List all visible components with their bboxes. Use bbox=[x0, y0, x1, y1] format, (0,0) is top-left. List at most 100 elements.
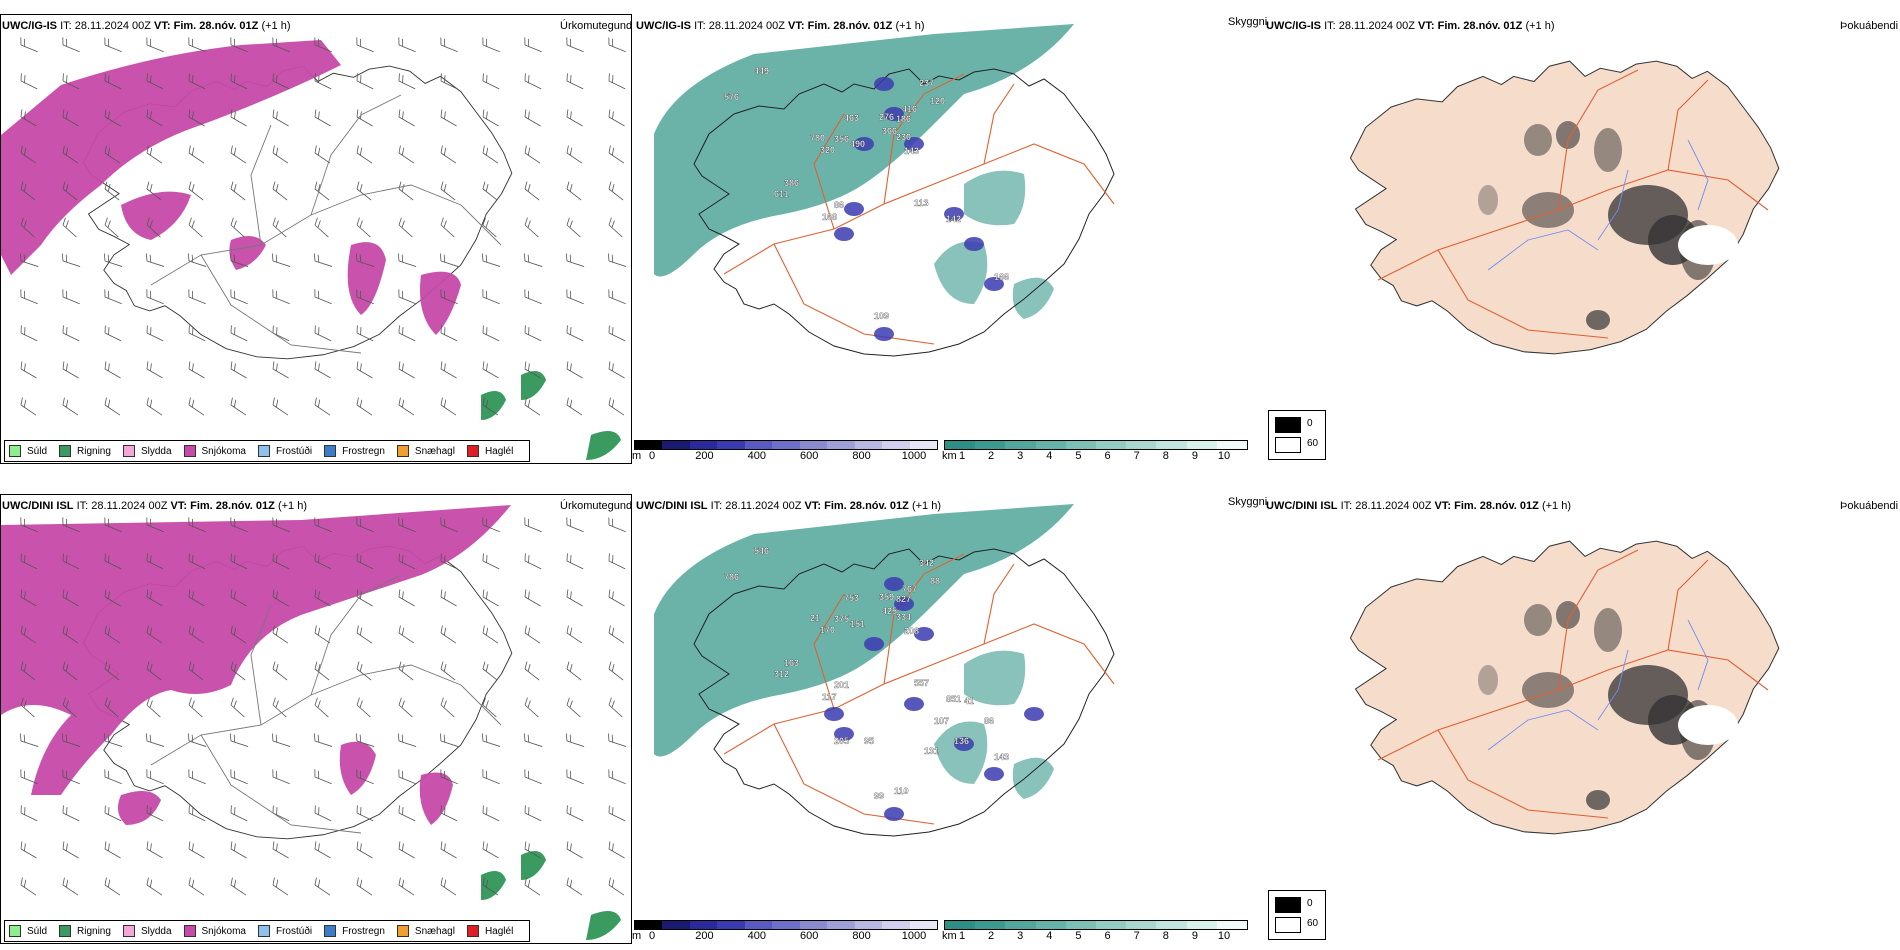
colorbar-tick-label: 9 bbox=[1191, 930, 1198, 942]
wind-barb bbox=[482, 589, 499, 607]
rain-area bbox=[481, 391, 506, 420]
wind-barb bbox=[398, 877, 415, 896]
wind-barb bbox=[566, 181, 582, 201]
wind-barb bbox=[524, 217, 539, 238]
wind-barb bbox=[20, 37, 38, 53]
cloudbase-label: 851 bbox=[946, 694, 961, 704]
legend-swatch bbox=[396, 445, 409, 457]
wind-barb bbox=[104, 877, 121, 896]
cloud-visibility-panel: 449 576 463 276 186 366 230 143 120 237 416 780 356 3… bbox=[632, 0, 1268, 470]
fog-indicator-area bbox=[1556, 601, 1580, 629]
colorbar-swatch bbox=[882, 921, 910, 929]
cloudbase-patch bbox=[884, 577, 904, 591]
wind-barb bbox=[20, 145, 37, 164]
colorbar-tick-label: 400 bbox=[747, 450, 766, 462]
legend-item: Frostregn bbox=[324, 442, 385, 460]
fog-map-layer bbox=[1349, 60, 1780, 355]
cloudbase-patch bbox=[894, 597, 914, 611]
legend-swatch bbox=[257, 925, 270, 937]
wind-barb bbox=[188, 517, 206, 533]
cloudbase-colorbar: m 0 200 400 600 800 1000 bbox=[632, 920, 938, 944]
wind-barb bbox=[188, 217, 203, 238]
cloudbase-strip bbox=[634, 440, 938, 450]
fog-indicator-panel: UWC/IG-IS IT: 28.11.2024 00Z VT: Fim. 28… bbox=[1266, 0, 1900, 470]
wind-barb bbox=[398, 289, 416, 305]
wind-barb bbox=[62, 289, 80, 305]
wind-barb bbox=[146, 697, 161, 718]
wind-barb bbox=[146, 517, 164, 533]
wind-barb bbox=[62, 625, 79, 644]
colorbar-swatch bbox=[1216, 921, 1248, 929]
colorbar-swatch bbox=[717, 921, 745, 929]
cloudbase-label: 611 bbox=[774, 189, 789, 199]
colorbar-swatch bbox=[975, 441, 1006, 449]
wind-barb bbox=[19, 253, 39, 267]
fog-legend-white-swatch bbox=[1275, 917, 1301, 933]
colorbar-tick-label: 1000 bbox=[901, 450, 927, 462]
wind-barb bbox=[314, 289, 332, 305]
wind-barb bbox=[482, 325, 500, 342]
cloudbase-label: 109 bbox=[874, 311, 889, 321]
valid-time: VT: Fim. 28.nóv. 01Z bbox=[1418, 20, 1523, 32]
colorbar-tick-label: 7 bbox=[1133, 930, 1140, 942]
cloudbase-colorbar: m 0 200 400 600 800 1000 bbox=[632, 440, 938, 464]
wind-barb bbox=[356, 37, 374, 53]
legend-item: Rigning bbox=[59, 442, 111, 460]
cloudbase-label: 786 bbox=[724, 572, 739, 582]
legend-label: Snæhagl bbox=[414, 445, 455, 457]
wind-barb bbox=[188, 805, 206, 822]
wind-barb bbox=[355, 733, 375, 747]
cloudbase-patch bbox=[964, 237, 984, 251]
colorbar-swatch bbox=[1005, 441, 1036, 449]
visibility-strip bbox=[944, 440, 1248, 450]
wind-barb bbox=[104, 553, 122, 570]
fog-legend-black-swatch bbox=[1275, 897, 1301, 913]
precip-type-map-svg bbox=[1, 37, 627, 460]
wind-barb bbox=[272, 217, 287, 238]
legend-label: Frostregn bbox=[342, 925, 385, 937]
visibility-field bbox=[1012, 757, 1054, 799]
colorbar-swatch bbox=[1096, 921, 1127, 929]
road-line bbox=[883, 553, 965, 685]
colorbar-swatch bbox=[662, 921, 690, 929]
model-name: UWC/DINI ISL bbox=[636, 500, 708, 512]
wind-barb bbox=[188, 661, 204, 681]
wind-barb bbox=[104, 325, 122, 342]
fog-legend-white-label: 60 bbox=[1307, 438, 1319, 449]
river-line bbox=[1687, 619, 1709, 691]
colorbar-swatch bbox=[662, 441, 690, 449]
wind-barb bbox=[146, 805, 164, 822]
wind-barb bbox=[188, 289, 206, 305]
cloudbase-label: 359 bbox=[879, 592, 894, 602]
wind-barb bbox=[20, 589, 37, 607]
precip-title: Úrkomutegund bbox=[560, 500, 633, 512]
legend-item: Snæhagl bbox=[396, 442, 455, 460]
wind-barb bbox=[230, 841, 247, 859]
wind-barb bbox=[608, 553, 626, 570]
cloudbase-label: 143 bbox=[994, 752, 1009, 762]
wind-barb bbox=[271, 733, 291, 747]
road-line bbox=[150, 664, 502, 766]
wind-barb bbox=[440, 145, 457, 164]
legend-label: Snjókoma bbox=[201, 925, 246, 937]
valid-time: VT: Fim. 28.nóv. 01Z bbox=[154, 20, 259, 32]
wind-barb bbox=[62, 145, 79, 164]
wind-barb bbox=[146, 625, 163, 644]
wind-barb bbox=[188, 145, 205, 164]
legend-swatch bbox=[122, 445, 135, 457]
rain-area bbox=[481, 871, 506, 900]
cloudbase-label: 490 bbox=[850, 139, 865, 149]
colorbar-swatch bbox=[945, 441, 976, 449]
cloudbase-label: 41 bbox=[964, 696, 974, 706]
legend-item: Súld bbox=[9, 922, 47, 940]
fog-title: Þokuábendi bbox=[1840, 500, 1899, 512]
model-name: UWC/IG-IS bbox=[1266, 20, 1321, 32]
wind-barb bbox=[62, 589, 79, 607]
legend-label: Súld bbox=[27, 925, 48, 937]
wind-barb bbox=[230, 289, 248, 305]
fog-indicator-panel: UWC/DINI ISL IT: 28.11.2024 00Z VT: Fim.… bbox=[1266, 480, 1900, 950]
colorbar-swatch bbox=[689, 921, 718, 929]
wind-barb bbox=[314, 805, 332, 822]
wind-barb bbox=[398, 217, 413, 238]
wind-barb bbox=[398, 553, 416, 570]
